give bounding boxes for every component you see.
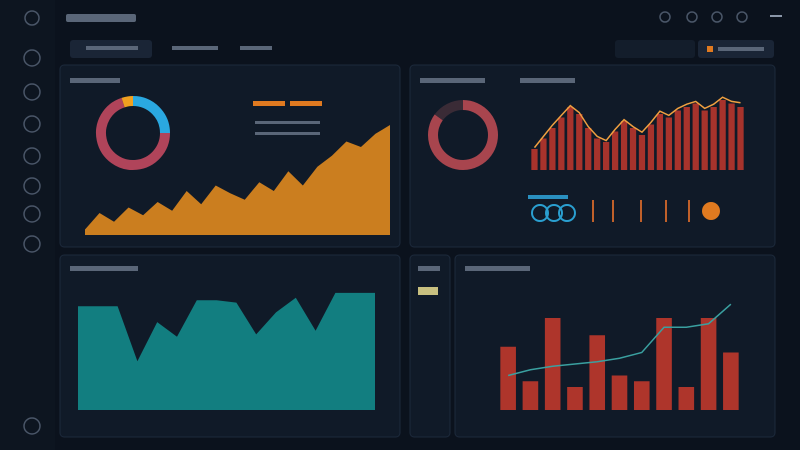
bar xyxy=(522,381,539,410)
bar xyxy=(723,352,739,410)
bar xyxy=(701,110,708,170)
panel-title xyxy=(418,266,440,271)
bar xyxy=(567,387,583,410)
nav-icon[interactable] xyxy=(23,49,41,67)
bar xyxy=(585,128,592,170)
sidebar-icons[interactable] xyxy=(23,10,41,435)
panel-title xyxy=(70,78,120,83)
bar xyxy=(576,114,583,170)
bar xyxy=(594,138,601,170)
bar xyxy=(558,117,565,170)
panel-title xyxy=(465,266,530,271)
slider xyxy=(665,200,667,222)
sidebar xyxy=(0,0,55,450)
app-title xyxy=(66,14,136,22)
bar xyxy=(633,381,650,410)
filter[interactable] xyxy=(615,40,695,58)
icon[interactable] xyxy=(686,11,698,23)
donut-segment xyxy=(428,100,498,170)
legend-text xyxy=(255,132,320,135)
legend-chip xyxy=(290,101,322,106)
donut-segment xyxy=(434,100,464,121)
bar xyxy=(678,387,695,410)
slider xyxy=(612,200,614,222)
slider xyxy=(592,200,594,222)
bar xyxy=(611,131,619,170)
gauges xyxy=(528,195,720,222)
icon[interactable] xyxy=(659,11,671,23)
bar xyxy=(656,318,672,410)
panel xyxy=(409,254,451,438)
gauge-label xyxy=(528,195,568,199)
bar xyxy=(719,100,726,170)
bar xyxy=(638,135,646,170)
nav-icon[interactable] xyxy=(23,177,41,195)
button-icon xyxy=(707,46,713,52)
bar xyxy=(665,117,672,170)
nav-icon[interactable] xyxy=(23,235,41,253)
tab-label xyxy=(86,46,138,50)
top-icons[interactable] xyxy=(659,11,782,23)
panel-title xyxy=(520,78,575,83)
donut-segment xyxy=(132,96,170,134)
bar xyxy=(656,114,664,170)
bar xyxy=(567,107,574,170)
legend-chip xyxy=(253,101,285,106)
gauge xyxy=(702,202,720,220)
bar xyxy=(737,107,744,170)
bar xyxy=(629,128,637,170)
panel-title xyxy=(70,266,138,271)
menu[interactable] xyxy=(770,15,782,17)
nav-icon[interactable] xyxy=(23,147,41,165)
icon[interactable] xyxy=(711,11,723,23)
nav-icon[interactable] xyxy=(23,205,41,223)
bar xyxy=(620,121,628,170)
gauge xyxy=(545,204,563,222)
bar xyxy=(603,142,610,170)
line xyxy=(533,96,741,149)
bar xyxy=(589,335,606,410)
legend-text xyxy=(255,121,320,124)
bar xyxy=(500,346,516,410)
gauge xyxy=(531,204,549,222)
bar xyxy=(710,107,717,170)
gauge xyxy=(558,204,576,222)
nav-icon[interactable] xyxy=(23,115,41,133)
bar xyxy=(700,318,717,410)
tab-label[interactable] xyxy=(240,46,272,50)
tab-label[interactable] xyxy=(172,46,218,50)
bar xyxy=(728,103,735,170)
slider xyxy=(640,200,642,222)
bar xyxy=(611,375,628,410)
icon[interactable] xyxy=(736,11,748,23)
button-label xyxy=(718,47,764,51)
nav-icon[interactable] xyxy=(23,83,41,101)
nav-icon[interactable] xyxy=(23,417,41,435)
area xyxy=(85,125,390,235)
bar xyxy=(540,138,547,170)
badge xyxy=(418,287,438,295)
bar xyxy=(692,103,699,170)
bar xyxy=(549,128,556,170)
slider xyxy=(688,200,690,222)
bar xyxy=(544,318,561,410)
line xyxy=(507,303,732,377)
donut-segment xyxy=(121,96,134,108)
area xyxy=(78,292,375,410)
logo[interactable] xyxy=(24,10,40,26)
bar xyxy=(647,124,655,170)
bar xyxy=(531,149,538,170)
donut-segment xyxy=(96,97,170,170)
bar xyxy=(683,107,690,170)
bar xyxy=(674,110,681,170)
panel-title xyxy=(420,78,485,83)
